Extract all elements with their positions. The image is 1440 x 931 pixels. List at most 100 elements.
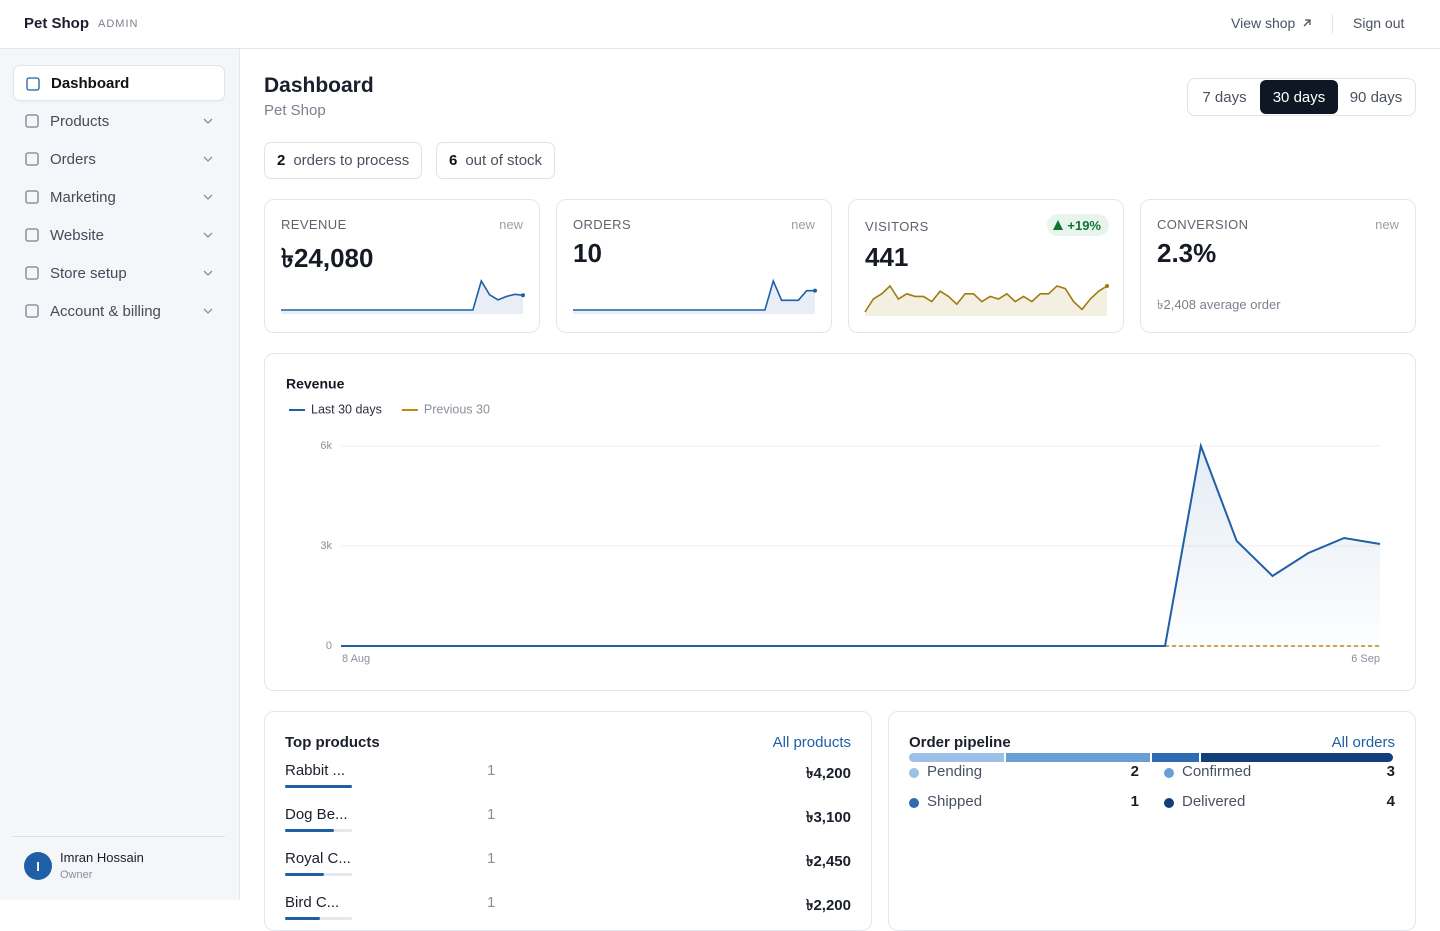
line — [341, 442, 1381, 647]
kpi-value: 10 — [573, 238, 602, 268]
icon-shape — [25, 266, 39, 280]
nav-item[interactable]: Account & billing — [13, 293, 225, 329]
y-tick-label: 3k — [320, 540, 332, 552]
icon-shape — [25, 228, 39, 242]
page-subtitle: Pet Shop — [264, 102, 326, 119]
sparkline-end — [521, 293, 525, 298]
pipeline-segment — [909, 753, 1005, 762]
stage-name: Delivered — [1182, 793, 1246, 810]
product-name[interactable]: Royal C... — [285, 850, 351, 867]
nav-icon — [25, 304, 39, 318]
kpi-tag: new — [499, 217, 523, 232]
chart: Revenue Last 30 days Previous 30 0 3k 6k 8 Aug… — [286, 376, 1381, 665]
pipeline-card: Order pipeline All orders Pending 2 Confirme… — [888, 711, 1416, 931]
legend-dot — [1164, 798, 1174, 808]
product-name[interactable]: Dog Be... — [285, 806, 348, 823]
y-tick-label: 6k — [320, 440, 332, 452]
chevron-path — [203, 232, 213, 238]
page: Pet Shop ADMIN View shop Sign out I Imra… — [0, 15, 1440, 931]
product-qty: 1 — [487, 850, 496, 867]
triangle — [1053, 220, 1064, 230]
top-products-card: Top products All products Rabbit ... 1 ৳4,20… — [264, 711, 872, 931]
chevron-path — [203, 270, 213, 276]
range-button[interactable]: 30 days — [1260, 80, 1338, 114]
nav-item[interactable]: Website — [13, 217, 225, 253]
legend-dot — [909, 768, 919, 778]
icon-shape — [25, 114, 39, 128]
nav-item[interactable]: Store setup — [13, 255, 225, 291]
sparkline-area — [573, 281, 815, 314]
sparkline-end — [813, 288, 817, 293]
chevron — [203, 156, 213, 162]
alert-pill[interactable]: 6 out of stock — [436, 142, 556, 179]
kpi-tag: new — [1375, 217, 1399, 232]
kpi-card: REVENUE new ৳24,080 — [264, 199, 540, 333]
kpi-value: 441 — [865, 242, 909, 272]
product-name[interactable]: Bird C... — [285, 894, 340, 911]
product-revenue: ৳3,100 — [805, 809, 851, 826]
delta-text: +19% — [1067, 217, 1101, 233]
chart-title: Revenue — [286, 376, 345, 392]
nav-item[interactable]: Orders — [13, 141, 225, 177]
nav-item[interactable]: Dashboard — [13, 65, 225, 101]
bar — [285, 785, 352, 788]
card-link[interactable]: All products — [772, 734, 851, 751]
page-title: Dashboard — [264, 74, 374, 97]
kpi-card: VISITORS +19% 441 — [848, 199, 1124, 333]
stage-count: 4 — [1386, 793, 1395, 810]
nav-icon — [25, 152, 39, 166]
alert-pill[interactable]: 2 orders to process — [264, 142, 423, 179]
product-name[interactable]: Rabbit ... — [285, 762, 346, 779]
bar — [285, 917, 321, 920]
range-switch: 7 days 30 days 90 days — [1187, 78, 1416, 116]
icon-shape — [26, 77, 40, 91]
legend-dot — [909, 798, 919, 808]
brand[interactable]: Pet Shop — [24, 15, 90, 32]
pipeline-segment — [1006, 753, 1150, 762]
kpi-label: ORDERS — [573, 217, 632, 232]
bar — [285, 873, 325, 876]
bar-track — [285, 917, 352, 920]
chevron-path — [203, 118, 213, 124]
stage-count: 2 — [1130, 763, 1139, 780]
nav-item[interactable]: Products — [13, 103, 225, 139]
card-link[interactable]: All orders — [1331, 734, 1395, 751]
kpi-label: REVENUE — [281, 217, 347, 232]
nav-icon — [26, 77, 40, 91]
kpi-label: VISITORS — [865, 219, 929, 234]
stage-count: 3 — [1386, 763, 1395, 780]
sidebar: I Imran Hossain Owner Dashboard Products O… — [0, 49, 240, 900]
bar — [285, 829, 335, 832]
product-qty: 1 — [487, 894, 496, 911]
kpi-note: ৳2,408 average order — [1157, 297, 1281, 312]
stage-name: Shipped — [927, 793, 983, 810]
kpi-card: ORDERS new 10 — [556, 199, 832, 333]
badge: ADMIN — [98, 18, 139, 30]
alert-label: out of stock — [465, 152, 543, 169]
alert-count: 2 — [277, 152, 286, 169]
legend-label: Previous 30 — [424, 402, 490, 416]
legend-dot — [1164, 768, 1174, 778]
kpi-value: 2.3% — [1157, 238, 1217, 268]
product-revenue: ৳4,200 — [805, 765, 851, 782]
product-revenue: ৳2,450 — [805, 853, 851, 870]
nav-icon — [25, 228, 39, 242]
user-role: Owner — [60, 869, 93, 881]
nav-item[interactable]: Marketing — [13, 179, 225, 215]
chevron-path — [203, 308, 213, 314]
y-tick-label: 0 — [326, 640, 332, 652]
chevron — [203, 308, 213, 314]
avatar: I — [24, 852, 52, 880]
x-tick-label: 6 Sep — [1351, 653, 1380, 665]
range-button[interactable]: 7 days — [1202, 88, 1247, 106]
x-tick-label: 8 Aug — [342, 653, 370, 665]
sparkline — [573, 278, 815, 311]
bar-track — [285, 829, 352, 832]
chevron-path — [203, 194, 213, 200]
range-button[interactable]: 90 days — [1349, 88, 1403, 106]
sign-out[interactable]: Sign out — [1353, 15, 1405, 31]
legend-label: Last 30 days — [311, 402, 382, 416]
view-shop[interactable]: View shop — [1231, 15, 1296, 31]
chevron — [203, 270, 213, 276]
sparkline-end — [1105, 284, 1109, 288]
